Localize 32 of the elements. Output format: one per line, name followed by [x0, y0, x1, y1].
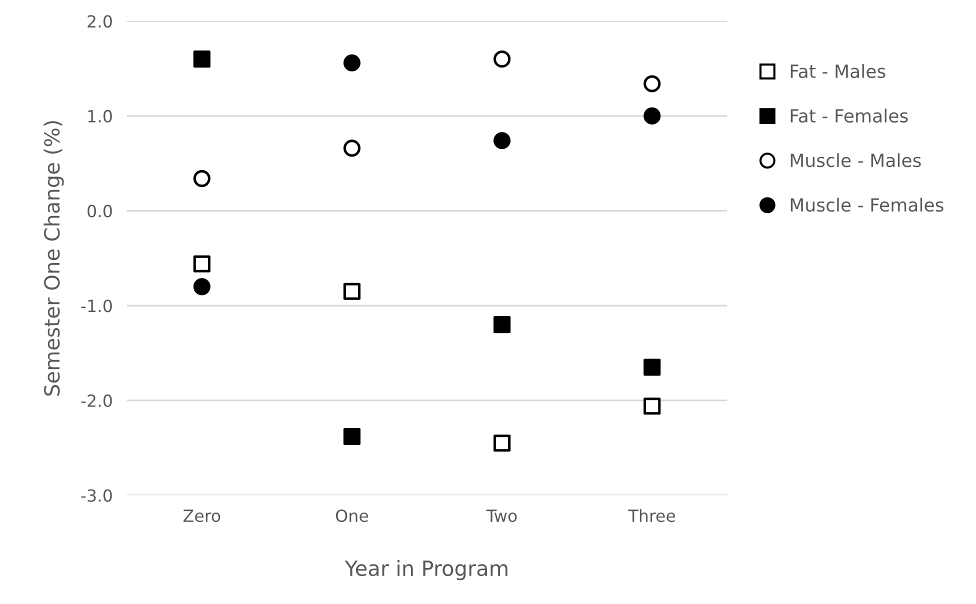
point — [644, 398, 661, 415]
legend-label: Fat - Males — [790, 64, 886, 78]
point — [493, 316, 511, 334]
y-tick-label: 1.0 — [88, 110, 112, 123]
x-tick-label: Three — [628, 509, 676, 522]
x-axis-title: Year in Program — [344, 560, 508, 580]
x-tick-label: One — [336, 509, 368, 522]
y-tick-label: -2.0 — [81, 394, 112, 408]
point — [644, 75, 661, 92]
y-tick-label: 0.0 — [88, 204, 112, 218]
point — [493, 132, 511, 150]
point — [493, 50, 511, 68]
point — [343, 54, 361, 72]
legend-label: Muscle - Females — [790, 198, 944, 212]
legend-label: Muscle - Males — [790, 153, 921, 168]
point — [644, 358, 661, 376]
point — [193, 170, 210, 188]
y-tick-label: -3.0 — [81, 489, 112, 502]
y-tick-label: 2.0 — [88, 15, 112, 28]
x-tick-label: Zero — [183, 510, 220, 522]
point — [343, 282, 361, 300]
point — [493, 434, 511, 452]
point — [193, 278, 210, 296]
point — [343, 428, 361, 446]
y-tick-label: -1.0 — [81, 300, 112, 312]
point — [343, 140, 361, 157]
point — [193, 50, 210, 68]
x-tick-label: Two — [486, 510, 517, 522]
point — [644, 107, 661, 124]
legend-label: Fat - Females — [790, 108, 908, 123]
point — [193, 255, 210, 272]
y-axis-title: Semester One Change (%) — [44, 121, 64, 396]
